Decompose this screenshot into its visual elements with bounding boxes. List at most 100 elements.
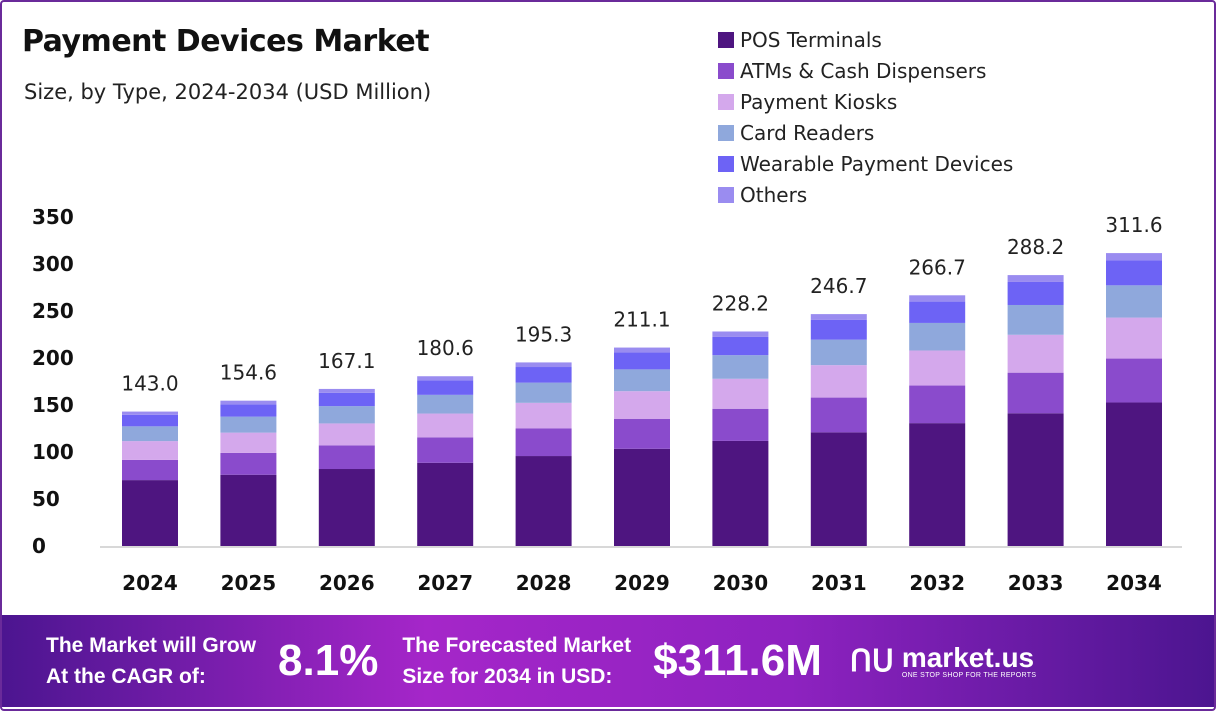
- bar-segment: [318, 423, 375, 446]
- bar-segment: [1106, 260, 1162, 286]
- x-tick-label: 2028: [516, 571, 572, 595]
- bar-segment: [712, 331, 769, 337]
- legend-item: Card Readers: [718, 117, 1013, 148]
- data-label: 180.6: [417, 336, 474, 360]
- bar-segment: [712, 408, 769, 441]
- bar-segment: [318, 469, 375, 546]
- bar-segment: [417, 394, 474, 414]
- brand-name: market.us: [901, 641, 1035, 673]
- data-label: 195.3: [515, 322, 572, 346]
- data-label: 167.1: [318, 349, 375, 373]
- bar-segment: [614, 448, 670, 546]
- legend-label: Card Readers: [740, 120, 875, 145]
- bar-segment: [1007, 304, 1064, 335]
- legend-swatch: [718, 93, 734, 110]
- data-label: 143.0: [121, 372, 178, 396]
- bar-segment: [909, 295, 966, 302]
- brand-logo: ՈՍ market.us ONE STOP SHOP FOR THE REPORT…: [849, 641, 1037, 679]
- chart-title: Payment Devices Market: [22, 24, 430, 59]
- forecast-label-line2: Size for 2034 in USD:: [402, 665, 613, 688]
- brand-mark-icon: ՈՍ: [849, 644, 894, 678]
- chart-subtitle: Size, by Type, 2024-2034 (USD Million): [24, 80, 432, 104]
- legend-item: ATMs & Cash Dispensers: [718, 55, 1013, 86]
- bar-segment: [1106, 285, 1162, 318]
- x-tick-label: 2025: [221, 571, 277, 595]
- data-label: 266.7: [909, 255, 966, 279]
- bar-segment: [1007, 413, 1064, 546]
- bar-segment: [1007, 334, 1064, 373]
- bar-segment: [614, 419, 670, 449]
- x-tick-label: 2029: [614, 571, 670, 595]
- legend-swatch: [718, 124, 734, 141]
- legend: POS Terminals ATMs & Cash Dispensers Payme…: [718, 24, 1013, 210]
- bar-segment: [810, 365, 867, 398]
- footer-banner: The Market will Grow At the CAGR of: 8.1%…: [2, 615, 1214, 707]
- bar-segment: [122, 480, 178, 546]
- bar-segment: [1007, 281, 1064, 305]
- bar-segment: [515, 367, 572, 383]
- bar-segment: [909, 385, 966, 424]
- bar-segment: [417, 462, 474, 546]
- x-tick-label: 2027: [417, 571, 473, 595]
- bar-segment: [220, 452, 277, 475]
- forecast-value: $311.6M: [653, 636, 822, 685]
- legend-item: Payment Kiosks: [718, 86, 1013, 117]
- y-tick-label: 150: [32, 393, 74, 417]
- y-tick-label: 300: [32, 252, 74, 276]
- y-tick-label: 250: [32, 299, 74, 323]
- legend-label: Wearable Payment Devices: [740, 151, 1014, 176]
- bar-segment: [220, 432, 277, 453]
- bar-segment: [515, 362, 572, 368]
- bar-segment: [810, 319, 867, 340]
- legend-swatch: [718, 62, 734, 79]
- bar-segment: [1106, 402, 1162, 546]
- bar-segment: [1106, 317, 1162, 359]
- x-tick-label: 2026: [319, 571, 375, 595]
- brand-tagline: ONE STOP SHOP FOR THE REPORTS: [901, 671, 1037, 679]
- legend-swatch: [718, 31, 734, 48]
- legend-item: Others: [718, 179, 1013, 210]
- y-tick-label: 100: [32, 440, 74, 464]
- bar-segment: [810, 339, 867, 366]
- bar-segment: [1106, 358, 1162, 403]
- forecast-label: The Forecasted Market Size for 2034 in US…: [402, 630, 631, 692]
- stacked-bar-chart: 0 50 100 150 200 250 300 350 143.0 2024 154.6 2025 1…: [32, 205, 1182, 595]
- bar-segment: [220, 400, 277, 405]
- y-tick-label: 350: [32, 205, 74, 229]
- bar-segment: [417, 380, 474, 395]
- legend-swatch: [718, 155, 734, 172]
- bar-segment: [122, 426, 178, 442]
- bar-segment: [515, 456, 572, 546]
- bar-segment: [1007, 275, 1064, 282]
- x-tick-label: 2032: [909, 571, 965, 595]
- bar-segment: [614, 391, 670, 420]
- bar-segment: [614, 347, 670, 353]
- legend-item: Wearable Payment Devices: [718, 148, 1013, 179]
- data-label: 228.2: [712, 291, 769, 315]
- bar-segment: [909, 423, 966, 546]
- bar-segment: [515, 402, 572, 429]
- legend-swatch: [718, 186, 734, 203]
- bar-segment: [909, 301, 966, 323]
- bar-segment: [318, 392, 375, 407]
- data-label: 288.2: [1007, 235, 1064, 259]
- bar-segment: [417, 376, 474, 381]
- bar-segment: [318, 445, 375, 470]
- data-label: 311.6: [1105, 213, 1162, 237]
- bar-segment: [122, 441, 178, 460]
- bar-segment: [614, 352, 670, 370]
- x-tick-label: 2024: [122, 571, 178, 595]
- cagr-label-line1: The Market will Grow: [46, 634, 257, 657]
- bar-segment: [712, 355, 769, 379]
- data-label: 211.1: [613, 308, 670, 332]
- bar-segment: [515, 382, 572, 403]
- bar-segment: [1007, 372, 1064, 414]
- data-label: 154.6: [220, 361, 277, 385]
- bar-segment: [220, 404, 277, 417]
- bar-segment: [810, 397, 867, 433]
- legend-label: Others: [740, 182, 808, 207]
- x-tick-label: 2033: [1008, 571, 1064, 595]
- bar-segment: [220, 416, 277, 433]
- bar-segment: [122, 414, 178, 427]
